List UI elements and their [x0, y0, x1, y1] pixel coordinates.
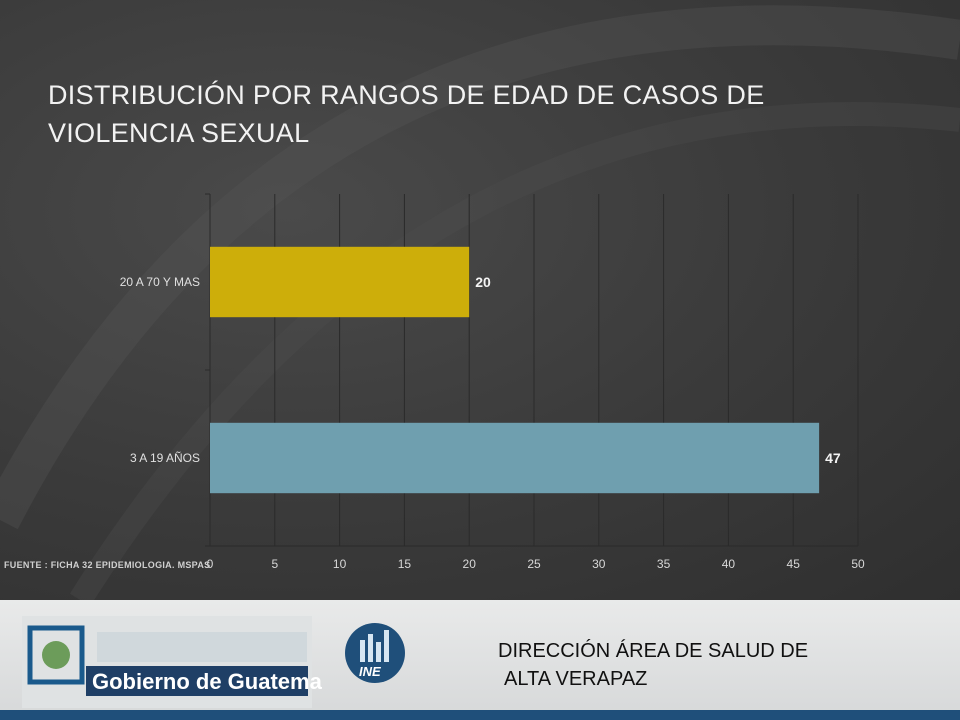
bar-1 — [210, 422, 820, 494]
bar-0 — [210, 246, 470, 318]
data-label-0: 20 — [475, 274, 491, 290]
slide-background — [0, 0, 960, 600]
gobierno-guatemala-logo: Gobierno de Guatemala — [22, 616, 322, 708]
footer-line-1: DIRECCIÓN ÁREA DE SALUD DE — [498, 640, 809, 662]
svg-text:Gobierno de Guatemala: Gobierno de Guatemala — [92, 669, 322, 694]
x-tick-label-10: 50 — [851, 557, 865, 571]
footer: Gobierno de Guatemala INE DIRECCIÓN ÁREA… — [0, 600, 960, 720]
x-tick-label-9: 45 — [787, 557, 801, 571]
category-label-0: 20 A 70 Y MAS — [120, 275, 200, 289]
svg-text:INE: INE — [359, 664, 381, 679]
x-tick-label-2: 10 — [333, 557, 347, 571]
x-tick-label-6: 30 — [592, 557, 606, 571]
x-tick-label-8: 40 — [722, 557, 736, 571]
decorative-arcs — [0, 0, 960, 600]
footer-organization: DIRECCIÓN ÁREA DE SALUD DE ALTA VERAPAZ — [498, 637, 808, 693]
category-label-1: 3 A 19 AÑOS — [130, 451, 200, 465]
footer-bar — [0, 710, 960, 720]
x-tick-label-0: 0 — [207, 557, 214, 571]
data-label-1: 47 — [825, 450, 841, 466]
ine-logo: INE — [345, 623, 405, 683]
footer-line-2: ALTA VERAPAZ — [504, 668, 648, 690]
source-note: FUENTE : FICHA 32 EPIDEMIOLOGIA. MSPAS — [4, 560, 211, 570]
page-title: DISTRIBUCIÓN POR RANGOS DE EDAD DE CASOS… — [48, 80, 765, 148]
x-tick-label-4: 20 — [463, 557, 477, 571]
bar-chart: 0 5 10 15 20 25 30 35 40 45 50 20 A 70 Y MAS 20 3 A 1… — [120, 193, 865, 571]
x-tick-label-5: 25 — [527, 557, 541, 571]
x-tick-label-7: 35 — [657, 557, 671, 571]
x-tick-label-3: 15 — [398, 557, 412, 571]
x-tick-label-1: 5 — [271, 557, 278, 571]
